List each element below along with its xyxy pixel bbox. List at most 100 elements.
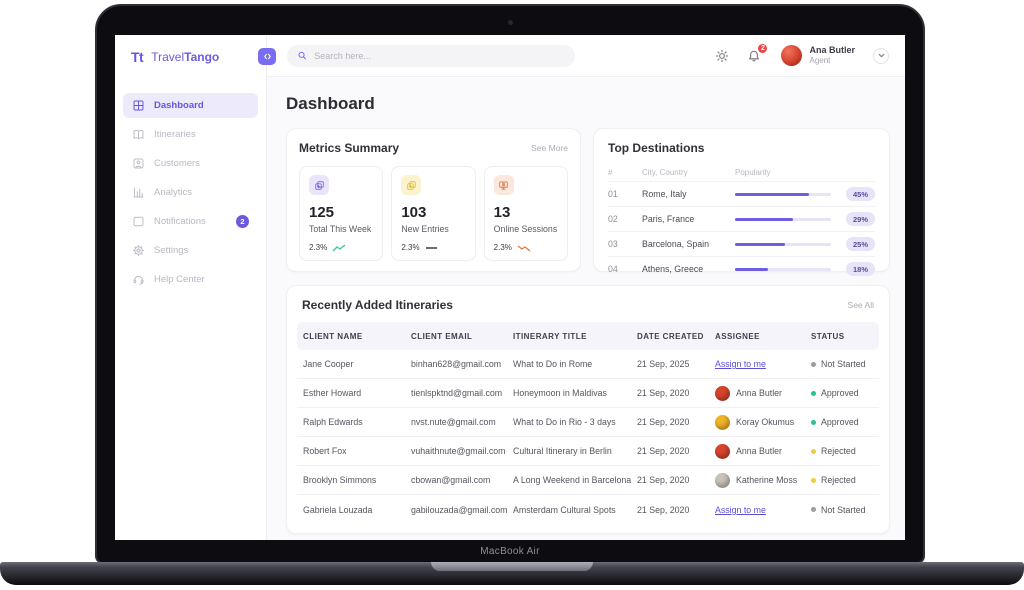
brand-name: TravelTango [151, 50, 219, 64]
date-created: 21 Sep, 2020 [637, 388, 690, 398]
destination-row: 02 Paris, France 29% [608, 206, 875, 231]
metric-value: 13 [493, 204, 511, 221]
page-title: Dashboard [286, 94, 375, 113]
percent-badge: 18% [845, 262, 875, 276]
book-icon [133, 129, 144, 140]
chevron-down-icon [878, 53, 884, 58]
city: Athens, Greece [642, 264, 704, 274]
traveltango-app: Tt TravelTango Dashboard Itineraries [115, 35, 905, 540]
avatar [781, 45, 803, 66]
trend-flat-icon [425, 246, 437, 249]
col-status: STATUS [811, 331, 845, 341]
itinerary-title: Cultural Itinerary in Berlin [513, 446, 612, 456]
sidebar-item-customers[interactable]: Customers [123, 151, 258, 176]
client-email: binhan628@gmail.com [411, 359, 502, 369]
itinerary-title: What to Do in Rome [513, 359, 593, 369]
sidebar-item-itineraries[interactable]: Itineraries [123, 122, 258, 147]
brand-logo: Tt TravelTango [115, 45, 266, 65]
avatar [715, 443, 730, 459]
percent-badge: 45% [845, 187, 875, 201]
table-row: Esther Howard tienlspktnd@gmail.com Hone… [297, 379, 879, 408]
client-name: Gabriela Louzada [303, 504, 373, 515]
metric-value: 103 [401, 204, 427, 221]
col-rank: # [608, 167, 613, 177]
notifications-button[interactable]: 2 [743, 42, 769, 67]
see-all-link[interactable]: See All [847, 300, 874, 310]
itinerary-title: Honeymoon in Maldivas [513, 388, 607, 398]
assignee: Anna Butler [715, 385, 811, 401]
avatar [715, 472, 730, 488]
dashboard-content: Dashboard Metrics Summary See More [267, 77, 905, 540]
destination-row: 04 Athens, Greece 18% [608, 256, 875, 281]
col-city: City, Country [642, 167, 688, 177]
metric-label: Online Sessions [493, 224, 558, 234]
assign-to-me-link[interactable]: Assign to me [715, 504, 766, 515]
status-badge: Not Started [811, 505, 873, 515]
table-row: Ralph Edwards nvst.nute@gmail.com What t… [297, 408, 879, 437]
brand-name-bold: Tango [184, 50, 220, 64]
date-created: 21 Sep, 2020 [637, 417, 690, 427]
date-created: 21 Sep, 2025 [637, 359, 690, 369]
table-row: Brooklyn Simmons cbowan@gmail.com A Long… [297, 466, 879, 495]
itinerary-title: What to Do in Rio - 3 days [513, 417, 616, 427]
user-profile[interactable]: Ana Butler Agent [781, 45, 855, 66]
itinerary-title: A Long Weekend in Barcelona [513, 475, 632, 485]
status-badge: Approved [811, 417, 873, 427]
top-panels-row: Metrics Summary See More 125 [286, 128, 890, 276]
destinations-columns: # City, Country Popularity [608, 163, 875, 181]
itineraries-head: Recently Added Itineraries See All [297, 298, 879, 312]
message-square-icon [133, 216, 144, 227]
avatar [715, 385, 730, 401]
search-input[interactable] [314, 50, 565, 61]
sidebar-item-analytics[interactable]: Analytics [123, 180, 258, 205]
destinations-head: Top Destinations [608, 141, 875, 155]
sidebar-item-help-center[interactable]: Help Center [123, 267, 258, 292]
assignee: Koray Okumus [715, 414, 811, 430]
notifications-badge: 2 [757, 42, 769, 54]
user-meta: Ana Butler Agent [809, 45, 855, 66]
col-client-email: CLIENT EMAIL [411, 331, 473, 341]
logo-mark-icon: Tt [131, 49, 144, 65]
see-more-link[interactable]: See More [531, 143, 568, 153]
user-role: Agent [809, 56, 831, 66]
city: Rome, Italy [642, 189, 687, 199]
city: Barcelona, Spain [642, 239, 709, 249]
client-email: nvst.nute@gmail.com [411, 417, 496, 427]
metrics-head: Metrics Summary See More [299, 141, 568, 155]
client-name: Ralph Edwards [303, 417, 363, 427]
bell-icon [749, 50, 760, 61]
user-card-icon [133, 158, 144, 169]
sidebar-item-dashboard[interactable]: Dashboard [123, 93, 258, 118]
metric-label: New Entries [401, 224, 449, 234]
sidebar-item-notifications[interactable]: Notifications 2 [123, 209, 258, 234]
recent-itineraries-panel: Recently Added Itineraries See All CLIEN… [286, 285, 890, 534]
user-name: Ana Butler [809, 44, 855, 55]
client-name: Robert Fox [303, 446, 347, 456]
headset-icon [133, 275, 144, 285]
itinerary-title: Amsterdam Cultural Spots [513, 504, 616, 515]
macbook-base-notch [431, 562, 593, 571]
metric-change-value: 2.3% [401, 243, 420, 252]
metrics-summary-panel: Metrics Summary See More 125 [286, 128, 581, 272]
macbook-air-label: MacBook Air [480, 546, 540, 557]
sidebar-item-label: Customers [154, 158, 200, 169]
assignee: Anna Butler [715, 443, 811, 459]
metric-change: 2.3% [494, 243, 558, 252]
sidebar-item-label: Help Center [154, 274, 205, 285]
client-name: Brooklyn Simmons [303, 475, 377, 485]
assign-to-me-link[interactable]: Assign to me [715, 359, 766, 369]
sidebar-collapse-button[interactable] [258, 48, 276, 65]
metrics-title: Metrics Summary [299, 141, 400, 155]
sidebar-nav: Dashboard Itineraries Customers Ana [115, 93, 266, 292]
search-box[interactable] [287, 44, 575, 67]
sidebar-item-settings[interactable]: Settings [123, 238, 258, 263]
sidebar: Tt TravelTango Dashboard Itineraries [115, 35, 267, 540]
profile-menu-button[interactable] [873, 47, 889, 64]
popularity-bar [735, 192, 831, 196]
col-client-name: CLIENT NAME [303, 331, 363, 341]
col-assignee: ASSIGNEE [715, 331, 760, 341]
theme-toggle-button[interactable] [711, 45, 733, 67]
copy-plus-icon [309, 175, 329, 195]
status-badge: Approved [811, 388, 873, 398]
